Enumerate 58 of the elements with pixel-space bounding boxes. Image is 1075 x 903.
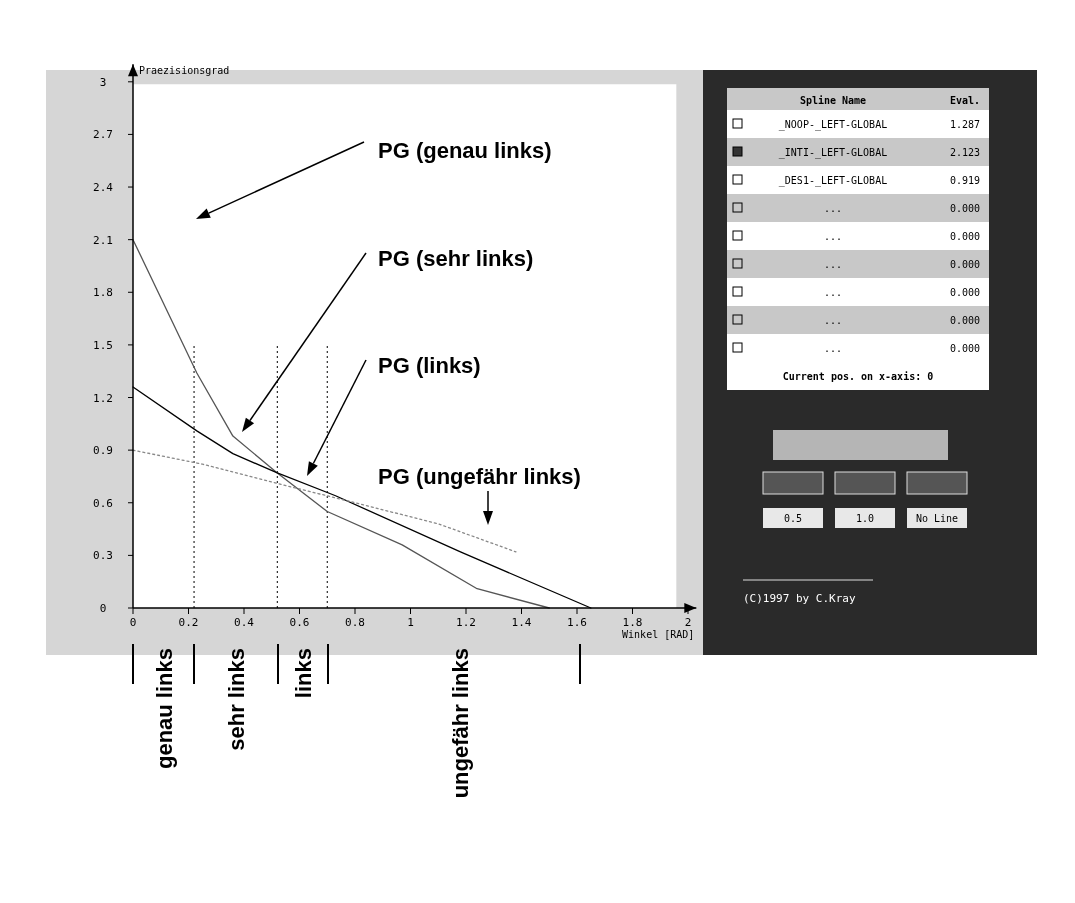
y-tick-label: 0.9 — [93, 444, 113, 458]
text: _INTI-_LEFT-GLOBAL — [778, 147, 888, 159]
y-tick-label: 1.8 — [93, 286, 113, 300]
text: _DES1-_LEFT-GLOBAL — [778, 175, 888, 187]
x-tick-label: 1 — [407, 616, 414, 629]
y-tick-label: 2.1 — [93, 233, 113, 247]
text: ungefähr links — [448, 648, 473, 799]
text: ... — [823, 231, 843, 242]
text: Current pos. on x-axis: 0 — [782, 371, 934, 382]
text: links — [291, 648, 316, 699]
text: 1.0 — [855, 513, 875, 524]
x-tick-label: 2 — [684, 616, 692, 629]
x-tick-label: 1.8 — [622, 616, 643, 629]
text: 0.000 — [949, 203, 981, 214]
text: 0.919 — [949, 175, 981, 186]
text: Spline Name — [799, 95, 867, 106]
x-tick-label: 0.6 — [289, 616, 310, 629]
text: sehr links — [224, 648, 249, 751]
annotation: PG (links) — [378, 353, 481, 378]
x-tick-label: 0.4 — [234, 616, 255, 629]
text: _NOOP-_LEFT-GLOBAL — [778, 119, 888, 131]
y-tick-label: 0.3 — [93, 549, 113, 563]
y-tick-label: 2.4 — [93, 181, 114, 195]
line-series — [132, 449, 517, 553]
text: 0.000 — [949, 287, 981, 298]
text: No Line — [915, 513, 959, 524]
annotation: PG (ungefähr links) — [378, 464, 581, 489]
text: 1.287 — [949, 119, 981, 130]
text: ... — [823, 259, 843, 270]
text: 2.123 — [949, 147, 981, 158]
text: (C)1997 by C.Kray — [743, 592, 856, 605]
text: 0.000 — [949, 343, 981, 354]
text: ... — [823, 287, 843, 298]
text: ... — [823, 315, 843, 326]
text: 0.000 — [949, 231, 981, 242]
x-tick-label: 0 — [129, 616, 137, 629]
y-tick-label: 2.7 — [93, 128, 113, 142]
text: 0.000 — [949, 315, 981, 326]
y-tick-label: 0 — [99, 602, 107, 615]
text: genau links — [151, 648, 177, 770]
x-tick-label: 0.8 — [345, 616, 365, 629]
y-tick-label: 3 — [99, 75, 107, 89]
x-tick-label: 0.2 — [178, 616, 199, 629]
annotation: PG (sehr links) — [378, 246, 534, 271]
text: Eval. — [949, 95, 981, 106]
y-tick-label: 0.6 — [93, 496, 113, 510]
y-tick-label: 1.5 — [93, 338, 113, 352]
x-tick-label: 1.6 — [567, 616, 587, 629]
annotation: PG (genau links) — [378, 138, 552, 163]
x-tick-label: 1.4 — [511, 616, 532, 629]
text: 0.5 — [783, 513, 803, 524]
y-tick-label: 1.2 — [93, 391, 113, 405]
x-tick-label: 1.2 — [456, 616, 476, 629]
text: ... — [823, 203, 843, 214]
text: ... — [823, 343, 843, 354]
y-axis-title: Praezisionsgrad — [139, 65, 230, 77]
x-axis-title: Winkel [RAD] — [622, 629, 695, 640]
text: 0.000 — [949, 259, 981, 270]
